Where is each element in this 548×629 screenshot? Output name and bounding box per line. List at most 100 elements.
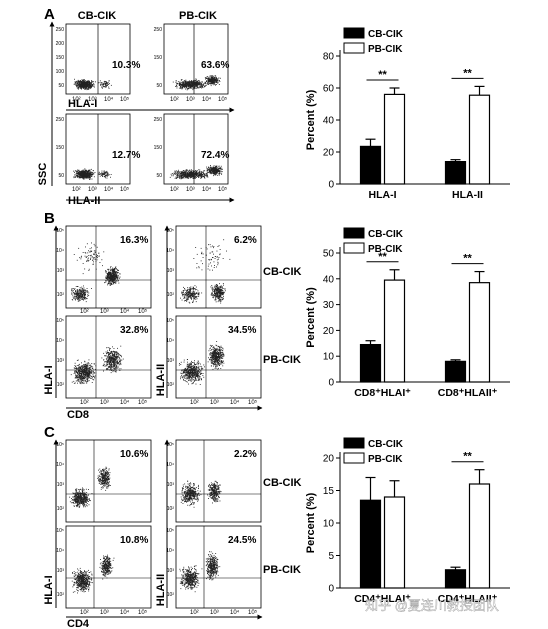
- ytick-b-6: 10⁴: [166, 248, 174, 254]
- significance-label: **: [463, 253, 472, 265]
- category-label: CD4⁺HLAII⁺: [438, 593, 498, 605]
- significance-label: **: [463, 451, 472, 463]
- xtick-b-4: 10⁵: [138, 308, 148, 315]
- xtick-a-14: 10³: [186, 187, 195, 193]
- xtick-a-3: 10⁴: [104, 96, 114, 103]
- pct-b-pb-hla2: 34.5%: [228, 325, 256, 336]
- y-axis-label: Percent (%): [305, 287, 317, 348]
- yaxis-label-b-hla2: HLA-II: [155, 364, 167, 396]
- legend-swatch-pb-cik: [343, 242, 365, 254]
- bar-cb-cik-1: [359, 343, 382, 383]
- ytick-b-7: 10³: [167, 268, 175, 274]
- xaxis-label-cd8: CD8: [67, 409, 89, 421]
- watermark: 知乎 @夏连川教授团队: [365, 598, 499, 613]
- xtick-a-13: 10²: [170, 187, 179, 193]
- ytick-c-4: 10²: [57, 506, 65, 512]
- xtick-a-6: 10³: [186, 97, 195, 103]
- y-tick-label: 0: [328, 180, 334, 191]
- ytick-c-10: 10⁴: [56, 548, 64, 554]
- y-tick-label: 20: [323, 148, 335, 159]
- bar-cb-cik-2: [444, 161, 467, 185]
- ytick-c-3: 10³: [57, 482, 65, 488]
- xtick-b-11: 10⁴: [230, 399, 240, 406]
- legend-swatch-pb-cik: [343, 452, 365, 464]
- category-label: HLA-II: [452, 189, 483, 201]
- ytick-b-8: 10²: [167, 292, 175, 298]
- xtick-a-9: 10²: [72, 187, 81, 193]
- legend-swatch-cb-cik: [343, 27, 365, 39]
- xtick-a-11: 10⁴: [104, 186, 114, 193]
- legend-label-pb-cik: PB-CIK: [368, 44, 403, 55]
- bar-cb-cik-1: [359, 499, 382, 589]
- ytick-c-16: 10²: [167, 592, 175, 598]
- flow-panel-b: 16.3% 6.2% 32.8% 34.5% CB-CIK PB-CIK 10⁵…: [43, 225, 302, 421]
- pct-b-pb-hla1: 32.8%: [120, 325, 148, 336]
- legend-label-pb-cik: PB-CIK: [368, 244, 403, 255]
- ytick-c-12: 10²: [57, 592, 65, 598]
- xtick-a-8: 10⁵: [218, 96, 228, 103]
- xtick-a-10: 10³: [88, 187, 97, 193]
- y-tick-label: 80: [323, 52, 335, 63]
- pct-c-pb-hla2: 24.5%: [228, 535, 256, 546]
- ytick-a-1: 250: [56, 27, 65, 33]
- yaxis-label-b-hla1: HLA-I: [43, 365, 55, 394]
- xtick-b-5: 10²: [80, 400, 89, 406]
- ytick-c-14: 10⁴: [166, 548, 174, 554]
- bar-pb-cik-1: [383, 279, 406, 383]
- y-tick-label: 40: [323, 274, 335, 285]
- flow-plot-a-pb-hla1: [163, 23, 229, 95]
- ytick-b-5: 10⁵: [166, 228, 174, 234]
- xtick-b-1: 10²: [80, 309, 89, 315]
- xtick-b-10: 10³: [210, 400, 219, 406]
- bar-charts: 0 20 40 60 80 Percent (%) ** HLA-I ** HLA-II CB-CI…: [305, 27, 510, 605]
- ytick-c-6: 10⁴: [166, 462, 174, 468]
- ytick-b-1: 10⁵: [56, 228, 64, 234]
- bar-cb-cik-2: [444, 360, 467, 383]
- xtick-c-2: 10³: [100, 610, 109, 616]
- ytick-b-2: 10⁴: [56, 248, 64, 254]
- pct-c-pb-hla1: 10.8%: [120, 535, 148, 546]
- bar-chart-1: 0 20 40 60 80 Percent (%) ** HLA-I ** HLA-II CB-CI…: [305, 27, 510, 201]
- y-tick-label: 20: [323, 454, 335, 465]
- ytick-a-br-5: 50: [156, 173, 162, 179]
- xaxis-label-hla2: HLA-II: [68, 195, 100, 207]
- panel-letter-b: B: [44, 210, 55, 227]
- ytick-a-b-3: 150: [56, 145, 65, 151]
- bar-cb-cik-1: [359, 145, 382, 185]
- ytick-b-4: 10²: [57, 292, 65, 298]
- bar-pb-cik-2: [468, 483, 491, 589]
- xtick-c-1: 10²: [80, 610, 89, 616]
- ytick-c-13: 10⁵: [166, 528, 174, 534]
- y-tick-label: 10: [323, 519, 335, 530]
- legend-label-cb-cik: CB-CIK: [368, 439, 404, 450]
- ytick-c-1: 10⁵: [56, 442, 64, 448]
- y-tick-label: 10: [323, 352, 335, 363]
- category-label: CD8⁺HLAI⁺: [354, 387, 411, 399]
- col-label-pb: PB-CIK: [179, 10, 217, 22]
- xtick-c-5: 10²: [190, 610, 199, 616]
- ytick-a-r-5: 50: [156, 83, 162, 89]
- ytick-a-b-5: 50: [58, 173, 64, 179]
- ytick-a-3: 150: [56, 55, 65, 61]
- flow-plot-b-hla1-cb: [65, 225, 152, 309]
- flow-plot-c-hla1-cb: [65, 439, 152, 523]
- pct-a-pb-hla2: 72.4%: [201, 150, 229, 161]
- xtick-c-7: 10⁴: [230, 609, 240, 616]
- legend-label-cb-cik: CB-CIK: [368, 229, 404, 240]
- y-tick-label: 15: [323, 486, 335, 497]
- xtick-a-2: 10³: [88, 97, 97, 103]
- row-label-c-pb: PB-CIK: [263, 564, 301, 576]
- row-label-b-pb: PB-CIK: [263, 354, 301, 366]
- xtick-b-7: 10⁴: [120, 399, 130, 406]
- ytick-b-11: 10³: [57, 358, 65, 364]
- pct-c-cb-hla1: 10.6%: [120, 449, 148, 460]
- bar-pb-cik-1: [383, 496, 406, 589]
- bar-pb-cik-2: [468, 94, 491, 185]
- ytick-a-4: 100: [56, 69, 65, 75]
- xtick-b-9: 10²: [190, 400, 199, 406]
- xtick-c-6: 10³: [210, 610, 219, 616]
- xtick-b-12: 10⁵: [248, 399, 258, 406]
- ytick-a-2: 200: [56, 41, 65, 47]
- flow-plot-b-hla2-cb: [175, 225, 262, 309]
- flow-plot-c-hla2-cb: [175, 439, 262, 523]
